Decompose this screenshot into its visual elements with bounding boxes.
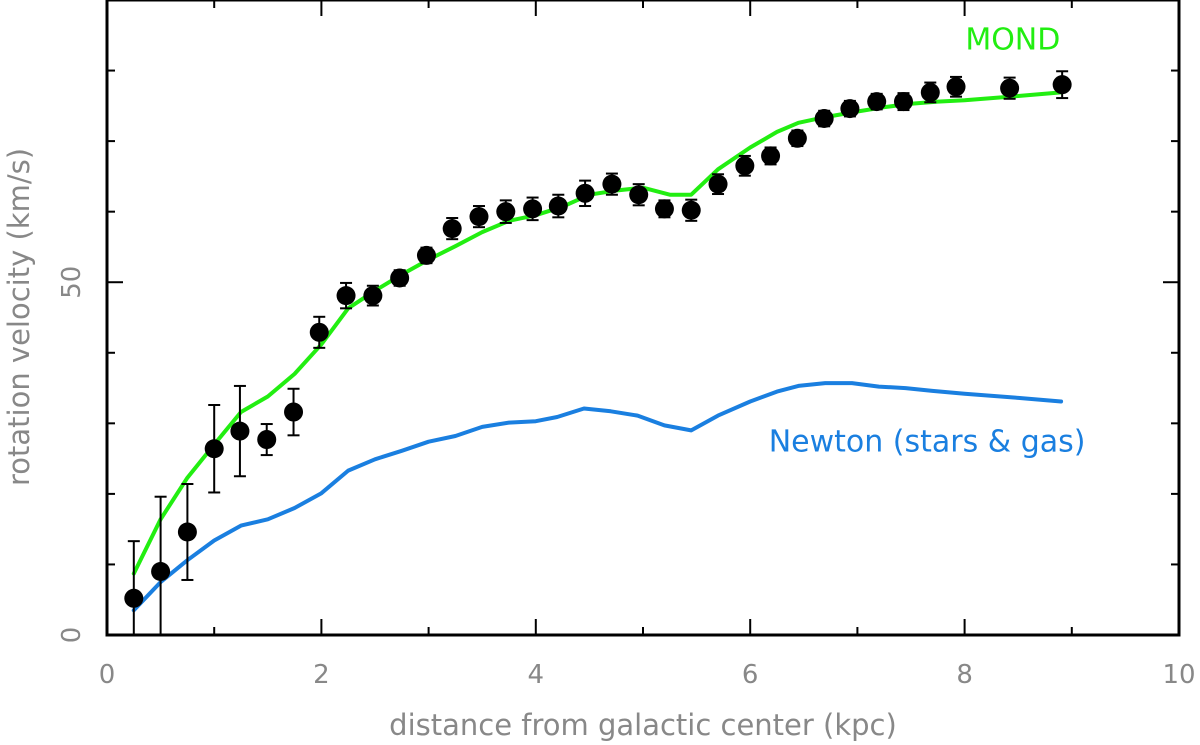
y-axis-label: rotation velocity (km/s) [2,148,36,486]
data-point [523,199,543,219]
data-point [469,207,489,227]
data-point [363,286,383,306]
x-tick-label: 8 [956,660,973,690]
x-tick-label: 6 [742,660,759,690]
axis-ticks [106,0,1180,636]
x-tick-label: 4 [528,660,545,690]
mond-label: MOND [965,22,1060,57]
mond-curve [131,90,1064,576]
data-point [681,200,701,220]
data-point [602,174,622,194]
data-point [496,202,516,222]
model-curves [131,90,1064,613]
newton-curve [131,381,1064,613]
data-point [416,245,436,265]
data-point [257,430,277,450]
data-point [204,439,224,459]
data-point [177,522,197,542]
axis-tick-labels: 0 2 4 6 8 10 0 50 [57,266,1196,690]
data-point [735,156,755,176]
data-point [1052,75,1072,95]
data-point [946,77,966,97]
data-point [442,219,462,239]
x-tick-label: 2 [313,660,330,690]
data-point [814,109,834,129]
observed-points [124,70,1072,635]
data-point [390,268,410,288]
data-point [893,92,913,112]
data-point [867,92,887,112]
data-point [124,588,144,608]
data-point [920,82,940,102]
data-point [761,146,781,166]
data-point [840,99,860,119]
y-tick-label: 0 [57,627,87,644]
data-point [787,128,807,148]
x-axis-label: distance from galactic center (kpc) [389,708,897,742]
data-point [284,402,304,422]
data-point [230,421,250,441]
data-point [309,322,329,342]
newton-label: Newton (stars & gas) [769,425,1086,460]
data-point [654,199,674,219]
data-point [708,174,728,194]
x-tick-label: 0 [99,660,116,690]
x-tick-label: 10 [1162,660,1195,690]
data-point [1000,78,1020,98]
data-point [629,185,649,205]
data-point [336,286,356,306]
data-point [548,196,568,216]
data-point [151,562,171,581]
data-point [575,183,595,203]
y-tick-label: 50 [57,266,87,299]
